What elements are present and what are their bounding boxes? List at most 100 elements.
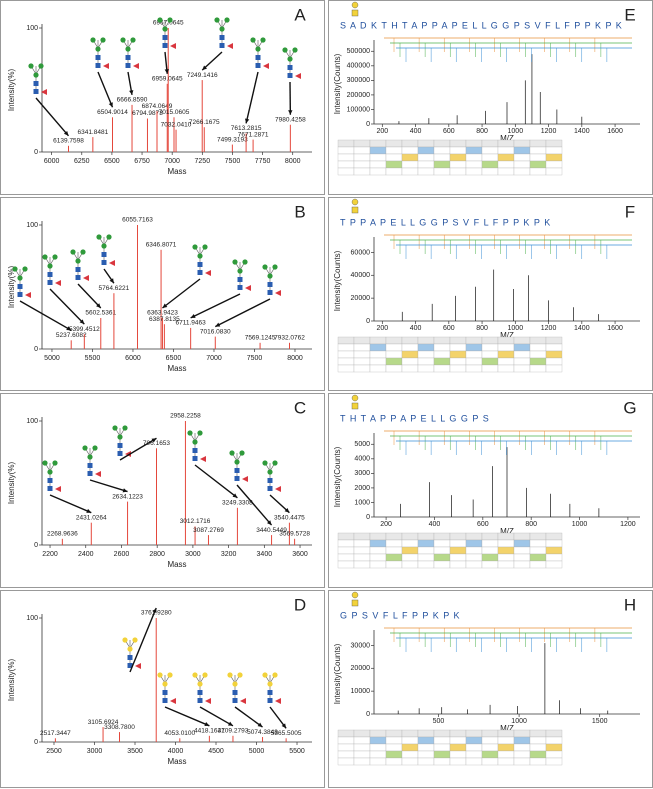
glycan-icon: [262, 264, 281, 296]
panel-frame: [0, 590, 325, 788]
fragment-table-cell: [481, 729, 499, 738]
glycan-glcnac: [101, 252, 107, 257]
glycan-hex: [250, 37, 256, 43]
peak-label: 2431.0264: [76, 514, 107, 521]
fragment-table-cell: [417, 160, 435, 169]
fragment-table-cell: [449, 743, 467, 752]
fragment-table-cell: [449, 736, 467, 745]
peak-label: 3761.9280: [141, 610, 172, 617]
x-tick-label: 1000: [572, 521, 588, 528]
glycan-mannose: [234, 459, 240, 465]
fragment-table-cell: [481, 336, 499, 345]
glycan-hex: [167, 17, 173, 23]
arrow-head: [266, 520, 272, 526]
fragment-table-cell: [513, 139, 531, 148]
glycan-mannose: [87, 454, 93, 460]
arrow-head: [79, 319, 85, 325]
peak-label: 5074.3848: [247, 729, 278, 736]
fragment-table-cell: [513, 167, 531, 176]
x-tick-label: 400: [429, 521, 441, 528]
fragment-table-cell: [529, 750, 547, 759]
fragment-table-cell: [337, 729, 355, 738]
fragment-table-cell: [417, 364, 435, 373]
panel-letter: A: [294, 5, 306, 24]
fragment-table-cell: [529, 729, 547, 738]
fragment-table-cell: [401, 560, 419, 569]
fragment-table-cell: [337, 160, 355, 169]
fragment-table-cell: [449, 343, 467, 352]
glycan-hex: [197, 430, 203, 436]
glycan-hex: [260, 37, 266, 43]
peak-label: 796.1653: [143, 440, 170, 447]
fragment-table-cell: [513, 539, 531, 548]
fragment-table-cell: [449, 160, 467, 169]
fragment-table-cell: [337, 357, 355, 366]
peak-label: 6794.9873: [132, 110, 163, 117]
glycan-glcnac: [197, 262, 203, 267]
fragment-table-cell: [369, 153, 387, 162]
y-tick-label: 20000: [351, 295, 371, 302]
fragment-table-cell: [497, 743, 515, 752]
glycan-icon: [82, 445, 101, 477]
peak-label: 6967.0645: [153, 20, 184, 27]
glycan-hex: [351, 394, 359, 402]
fragment-table-cell: [545, 750, 563, 759]
x-tick-label: 1200: [541, 325, 557, 332]
glycan-icon: [192, 672, 211, 704]
peptide-sequence: G P S V F L F P P K P K: [340, 610, 461, 620]
x-tick-label: 7500: [247, 355, 263, 362]
peak-label: 6363.9423: [147, 310, 178, 317]
fragment-table-cell: [497, 139, 515, 148]
arrow: [234, 706, 263, 728]
x-tick-label: 400: [410, 325, 422, 332]
fragment-table-cell: [481, 750, 499, 759]
fragment-table-cell: [337, 539, 355, 548]
fragment-table-cell: [385, 729, 403, 738]
fragment-table-cell: [513, 357, 531, 366]
x-tick-label: 600: [443, 325, 455, 332]
fragment-table-cell: [353, 153, 371, 162]
glycan-icon: [157, 17, 176, 49]
y-tick-label: 4000: [354, 456, 370, 463]
glycan-hex: [202, 244, 208, 250]
fragment-table-cell: [545, 743, 563, 752]
glycan-glcnac: [234, 476, 240, 481]
glycan-glcnac: [192, 456, 198, 461]
glycan-icon: [262, 460, 281, 492]
glycan-icon: [187, 430, 206, 462]
fragment-table-cell: [385, 343, 403, 352]
fragment-table-cell: [337, 139, 355, 148]
glycan-icon: [42, 254, 61, 286]
fragment-table-cell: [433, 167, 451, 176]
glycan-glcnac: [197, 698, 203, 703]
glycan-hex: [70, 249, 76, 255]
fragment-table-cell: [545, 146, 563, 155]
y-tick-label: 10000: [351, 688, 371, 695]
fragment-table-cell: [417, 750, 435, 759]
fragment-table-cell: [545, 139, 563, 148]
fragment-table-cell: [545, 553, 563, 562]
glycan-hex: [232, 259, 238, 265]
peak-label: 7015.0605: [159, 109, 190, 116]
fragment-table-cell: [337, 364, 355, 373]
fragment-table-cell: [417, 336, 435, 345]
x-tick-label: 400: [410, 128, 422, 135]
fragment-table-cell: [481, 160, 499, 169]
glycan-glcnac: [33, 81, 39, 86]
fragment-table-cell: [513, 364, 531, 373]
glycan-hex: [12, 266, 18, 272]
peak-label: 3249.3308: [222, 500, 253, 507]
fragment-table-cell: [369, 560, 387, 569]
fragment-table-cell: [513, 546, 531, 555]
arrow-head: [257, 722, 263, 728]
fragment-table-cell: [449, 532, 467, 541]
glycan-hex: [42, 460, 48, 466]
fragment-table-cell: [465, 532, 483, 541]
fragment-table-cell: [497, 336, 515, 345]
arrow: [236, 484, 273, 526]
glycan-glcnac: [237, 277, 243, 282]
glycan-mannose: [162, 26, 168, 32]
fragment-table-cell: [465, 729, 483, 738]
fragment-table-cell: [545, 736, 563, 745]
glycan-mannose: [117, 434, 123, 440]
